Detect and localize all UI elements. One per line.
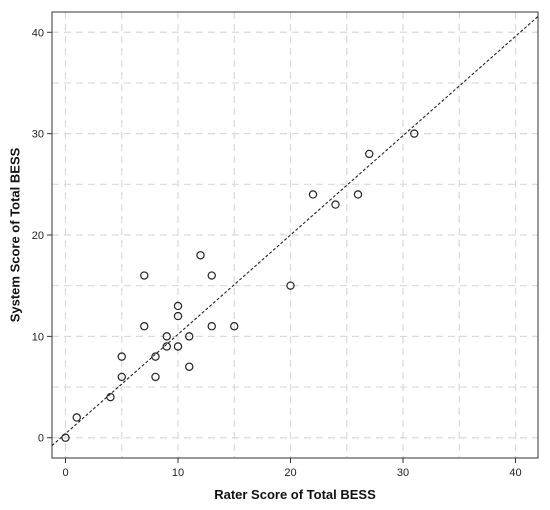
x-tick-label: 30 <box>397 467 409 479</box>
data-point <box>162 332 171 341</box>
x-tick-label: 0 <box>62 467 68 479</box>
y-tick-label: 0 <box>38 433 44 445</box>
data-point <box>140 271 149 280</box>
data-point <box>173 342 183 351</box>
data-point <box>151 352 160 361</box>
x-tick-label: 40 <box>509 467 521 479</box>
data-point <box>72 413 81 422</box>
y-tick-label: 20 <box>32 230 44 242</box>
data-point <box>196 251 205 260</box>
data-point <box>207 322 216 331</box>
y-tick-label: 40 <box>32 27 44 39</box>
x-tick-label: 20 <box>284 467 296 479</box>
x-axis-label: Rater Score of Total BESS <box>214 487 376 502</box>
data-point <box>331 200 340 209</box>
data-point <box>162 342 171 351</box>
data-point <box>117 352 126 361</box>
data-point <box>207 271 216 280</box>
data-point <box>106 392 115 402</box>
data-point <box>410 129 419 138</box>
data-point <box>230 322 239 331</box>
data-point <box>140 322 149 331</box>
data-point <box>173 311 183 321</box>
grid-lines <box>52 12 538 458</box>
data-point <box>353 190 363 199</box>
x-tick-label: 10 <box>172 467 184 479</box>
y-axis-label: System Score of Total BESS <box>7 147 22 322</box>
data-point <box>61 433 70 442</box>
data-point <box>173 301 183 311</box>
data-point <box>151 372 160 382</box>
data-point <box>117 372 126 382</box>
data-point <box>185 332 194 341</box>
axis-ticks: 0 10 20 30 40 0 10 20 30 40 <box>32 27 522 479</box>
data-points <box>61 129 419 442</box>
y-tick-label: 30 <box>32 129 44 141</box>
data-point <box>286 281 295 290</box>
data-point <box>308 190 318 199</box>
data-point <box>185 362 194 371</box>
y-tick-label: 10 <box>32 331 44 343</box>
reference-line <box>51 16 539 447</box>
data-point <box>365 149 374 159</box>
